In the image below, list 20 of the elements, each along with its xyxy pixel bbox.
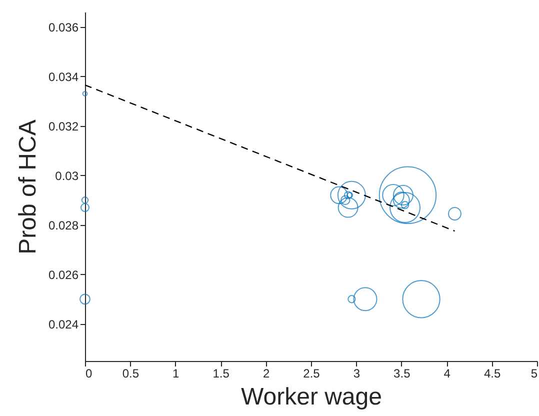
y-tick-label: 0.03: [55, 168, 79, 183]
y-axis-title: Prob of HCA: [14, 120, 42, 254]
x-tick-label: 5: [530, 366, 538, 380]
y-tick-label: 0.024: [48, 317, 79, 332]
x-tick-label: 4: [444, 366, 451, 380]
y-tick-label: 0.028: [48, 218, 79, 232]
y-tick-label: 0.032: [48, 119, 79, 134]
y-tick-label: 0.034: [48, 70, 79, 84]
x-axis-title: Worker wage: [241, 384, 382, 410]
x-tick-label: 1.5: [212, 366, 230, 380]
x-tick-label: 0: [86, 366, 92, 380]
x-tick-label: 0.5: [122, 366, 140, 380]
y-tick-label: 0.036: [48, 20, 79, 34]
y-tick-label: 0.026: [48, 268, 79, 282]
x-tick-label: 2: [262, 366, 270, 380]
x-tick-label: 1: [172, 366, 180, 380]
x-tick-label: 3.5: [394, 366, 411, 380]
x-tick-label: 2.5: [303, 366, 320, 380]
x-tick-label: 4.5: [484, 366, 501, 380]
x-tick-label: 3: [353, 366, 360, 380]
